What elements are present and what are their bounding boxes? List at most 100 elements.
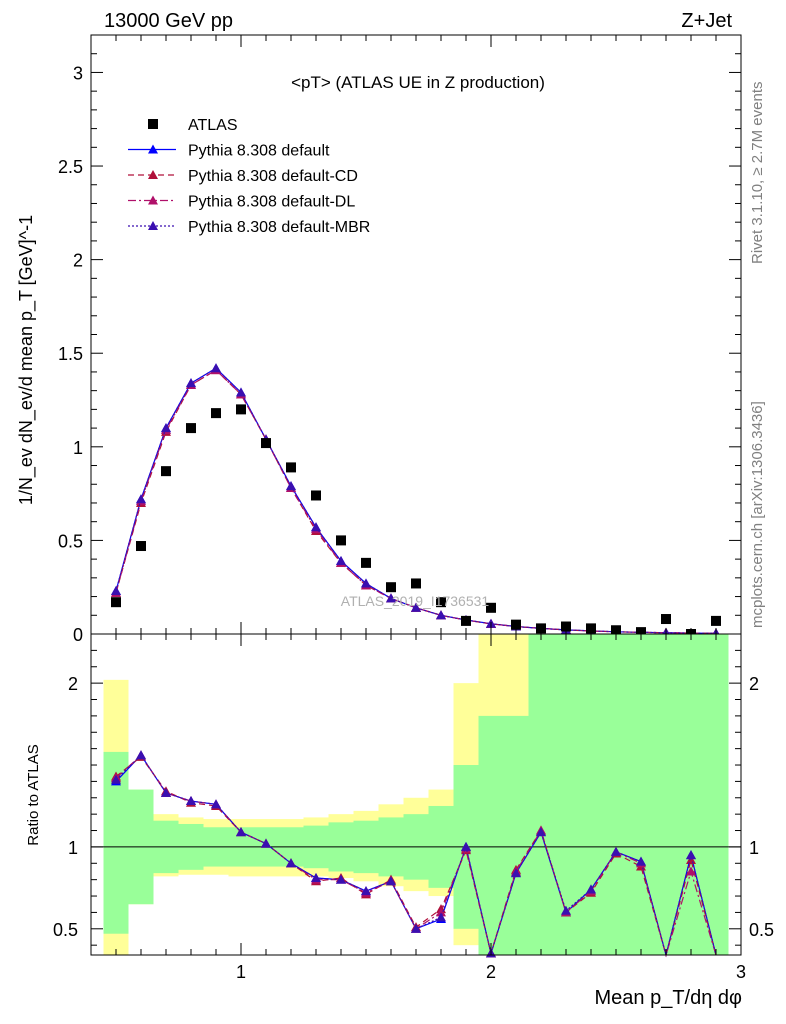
data-marker [211,408,221,419]
x-tick-label: 2 [486,962,496,982]
ratio-series-marker [686,855,696,865]
series-marker [186,378,196,388]
legend-marker [148,144,158,154]
inner-uncertainty-band [478,715,504,955]
ratio-series-marker [311,873,321,883]
data-marker [136,541,146,552]
ratio-series-marker [186,796,196,806]
data-marker [236,404,246,415]
ratio-series-marker [586,884,596,894]
y-tick-label: 1 [73,438,83,458]
series-marker [286,481,296,491]
series-marker [436,610,446,620]
series-marker [336,555,346,565]
data-marker [436,597,446,608]
ratio-series-marker [161,787,171,797]
y-tick-label: 1.5 [58,344,83,364]
y-tick-label-right: 2 [749,674,759,694]
ratio-series-marker [286,858,296,868]
series-marker [136,494,146,504]
legend-label: Pythia 8.308 default [188,143,330,160]
inner-uncertainty-band [503,715,529,955]
legend-label: Pythia 8.308 default-DL [188,194,355,211]
series-marker [161,423,171,433]
watermark: ATLAS_2019_I1736531 [341,593,490,609]
y-tick-label: 2.5 [58,157,83,177]
ratio-series-marker [686,866,696,876]
y-tick-label: 0 [73,625,83,645]
y-tick-label: 1 [68,838,78,858]
data-marker [286,462,296,473]
header-right: Z+Jet [681,10,732,32]
x-axis-label: Mean p_T/dη dφ [595,987,743,1009]
legend-marker [148,119,158,129]
y-tick-label: 3 [73,63,83,83]
legend-label: ATLAS [188,117,238,134]
header-left: 13000 GeV pp [104,10,233,32]
data-marker [361,557,371,568]
y-tick-label: 2 [73,251,83,271]
data-marker [111,597,121,608]
inner-uncertainty-band [678,634,704,955]
main-title: <pT> (ATLAS UE in Z production) [291,73,545,92]
ratio-panel: 1 2 3 0.5 0.5 1 1 2 2 [53,633,774,982]
ratio-series-marker [111,774,121,784]
x-tick-label: 1 [236,962,246,982]
ratio-series-marker [436,912,446,922]
ratio-series-marker [461,841,471,851]
data-marker [261,438,271,449]
ratio-series-marker [361,886,371,896]
legend-marker [148,170,158,179]
data-marker [486,602,496,613]
data-marker [311,490,321,501]
ratio-series-marker [386,876,396,886]
side-label-top: Rivet 3.1.10, ≥ 2.7M events [749,82,766,265]
ratio-series-marker [536,827,546,837]
legend-marker [148,221,158,230]
ratio-series-marker [686,850,696,860]
data-marker [711,615,721,626]
x-tick-label: 3 [736,962,746,982]
data-marker [461,615,471,626]
ratio-series-marker [436,907,446,917]
ratio-series-marker [511,868,521,878]
ratio-series-marker [211,799,221,809]
data-marker [336,535,346,546]
series-marker [236,387,246,397]
inner-uncertainty-band [578,634,604,955]
data-marker [161,466,171,477]
data-marker [511,619,521,630]
series-marker [211,363,221,373]
y-tick-label-right: 1 [749,838,759,858]
y-tick-label: 0.5 [53,920,78,940]
series-marker [311,522,321,532]
ratio-series-marker [611,846,621,856]
data-marker [386,582,396,593]
inner-uncertainty-band [653,634,679,955]
inner-uncertainty-band [628,634,654,955]
series-marker [386,593,396,603]
data-marker [411,578,421,589]
inner-uncertainty-band [603,634,629,955]
legend-label: Pythia 8.308 default-CD [188,168,358,185]
data-marker [561,621,571,632]
legend-label: Pythia 8.308 default-MBR [188,219,370,236]
y-tick-label: 0.5 [58,531,83,551]
legend-marker [148,195,158,205]
side-label-bottom: mcplots.cern.ch [arXiv:1306.3436] [749,401,766,628]
inner-uncertainty-band [553,634,579,955]
ratio-series-marker [561,905,571,915]
ratio-series-marker [236,827,246,837]
y-tick-label-right: 0.5 [749,920,774,940]
data-marker [661,614,671,625]
legend: ATLAS Pythia 8.308 default Pythia 8.308 de… [128,117,370,236]
ratio-series-marker [636,856,646,866]
ratio-series-marker [411,923,421,933]
series-marker [411,602,421,612]
series-marker [111,585,121,595]
inner-uncertainty-band [703,634,729,955]
ratio-series-marker [136,750,146,760]
ratio-series-marker [261,838,271,848]
data-marker [186,423,196,434]
y-tick-label: 2 [68,674,78,694]
